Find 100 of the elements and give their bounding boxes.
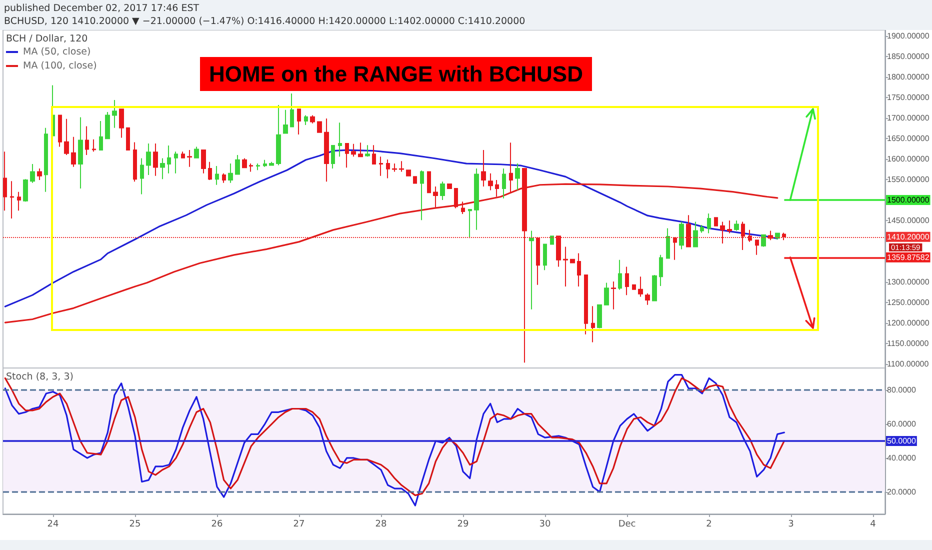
candlestick (112, 100, 117, 128)
candlestick (481, 150, 486, 188)
candlestick (215, 166, 219, 186)
candlestick (543, 244, 547, 271)
candlestick (187, 150, 192, 168)
candlestick (536, 238, 540, 286)
candlestick (440, 181, 445, 201)
candlestick (92, 138, 96, 152)
y-tick-label: 1100.00000 (887, 359, 930, 368)
candlestick (618, 259, 622, 290)
candlestick (351, 143, 356, 158)
x-tick-label: 2 (706, 520, 712, 530)
candlestick (242, 158, 247, 168)
candlestick (365, 144, 370, 158)
ref-line-label: 1410.20000 (887, 232, 930, 242)
text: published December 02, 2017 17:46 EST (4, 3, 200, 14)
candlestick (263, 159, 267, 168)
candlestick (71, 136, 76, 168)
ref-line-label: 1359.87582 (887, 252, 930, 262)
candlestick (140, 158, 144, 195)
candlestick (174, 151, 178, 174)
candlestick (358, 142, 363, 158)
chart-subtitle: BCH / Dollar, 120 (6, 34, 88, 44)
candlestick (269, 161, 274, 166)
candlestick (563, 246, 568, 287)
candlestick (222, 172, 226, 184)
x-tick-label: 26 (211, 520, 224, 530)
candlestick (338, 122, 342, 158)
y-tick-label: 1750.00000 (887, 93, 930, 102)
candlestick (679, 221, 684, 250)
candlestick (317, 121, 322, 133)
candlestick (468, 208, 472, 239)
candlestick (201, 150, 206, 174)
candlestick (686, 214, 691, 248)
candlestick (235, 154, 240, 175)
candlestick (714, 217, 718, 226)
candlestick (167, 145, 171, 174)
candlestick (474, 168, 479, 230)
y-tick-label: 60.0000 (887, 420, 916, 429)
candlestick (707, 213, 711, 234)
candlestick (570, 258, 575, 264)
candlestick (23, 178, 28, 202)
candlestick (256, 163, 260, 171)
x-tick-label: 28 (375, 520, 388, 530)
candlestick (78, 116, 83, 190)
candlestick (727, 220, 732, 234)
candlestick (126, 127, 130, 151)
y-tick-label: 1200.00000 (887, 318, 930, 328)
candlestick (625, 266, 629, 296)
candlestick (645, 292, 650, 306)
candlestick (502, 168, 506, 199)
candlestick (324, 118, 329, 182)
y-tick-label: 1150.00000 (887, 338, 930, 348)
candlestick (673, 236, 677, 260)
candlestick (119, 108, 124, 138)
candlestick (297, 108, 301, 135)
x-tick-label: 3 (788, 520, 794, 530)
candlestick (700, 224, 704, 234)
candlestick (741, 221, 745, 251)
candlestick (659, 254, 663, 287)
candlestick (345, 142, 349, 168)
y-tick-label: 1550.00000 (887, 175, 930, 184)
candlestick (283, 109, 288, 134)
candlestick (413, 176, 417, 184)
candlestick (461, 201, 465, 214)
candlestick (433, 186, 438, 208)
y-tick-label: 1850.00000 (887, 52, 930, 62)
candlestick (584, 274, 588, 335)
text: BCHUSD, 120 1410.20000 ▼ −21.00000 (−1.47%) O:1416.40000 H:1420.00000 L:1402.00000 C:1410.20000 (4, 16, 526, 27)
x-tick-label: 30 (539, 520, 552, 530)
candlestick (153, 142, 158, 176)
candlestick (420, 170, 424, 221)
candlestick (488, 172, 493, 191)
candlestick (249, 163, 253, 172)
candlestick (427, 171, 431, 194)
candlestick (556, 236, 561, 268)
candlestick (454, 188, 458, 209)
candlestick (406, 170, 411, 176)
candlestick (105, 111, 110, 140)
candlestick (304, 114, 308, 126)
x-tick-label: 24 (47, 520, 59, 530)
ref-line-label: 1500.00000 (887, 196, 930, 205)
candlestick (761, 234, 766, 248)
y-tick-label: 20.0000 (887, 487, 916, 496)
candlestick (666, 228, 670, 259)
candlestick (228, 163, 233, 184)
candlestick (181, 151, 185, 159)
candlestick (399, 160, 404, 172)
y-tick-label: 1300.00000 (887, 277, 930, 286)
y-tick-label: 80.0000 (887, 386, 916, 395)
x-tick-label: Dec (618, 520, 636, 530)
candlestick (755, 240, 759, 256)
y-tick-label: 1250.00000 (887, 298, 930, 307)
candlestick (310, 114, 315, 124)
candlestick (276, 104, 281, 166)
candlestick (37, 168, 42, 180)
candlestick (782, 232, 786, 241)
candlestick (597, 304, 602, 329)
candlestick (611, 281, 616, 310)
candlestick (160, 158, 165, 180)
